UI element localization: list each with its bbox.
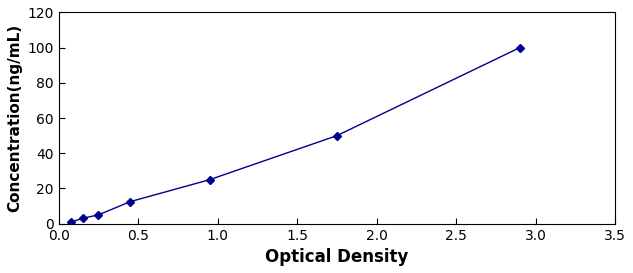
X-axis label: Optical Density: Optical Density [265, 248, 409, 266]
Y-axis label: Concentration(ng/mL): Concentration(ng/mL) [7, 24, 22, 212]
